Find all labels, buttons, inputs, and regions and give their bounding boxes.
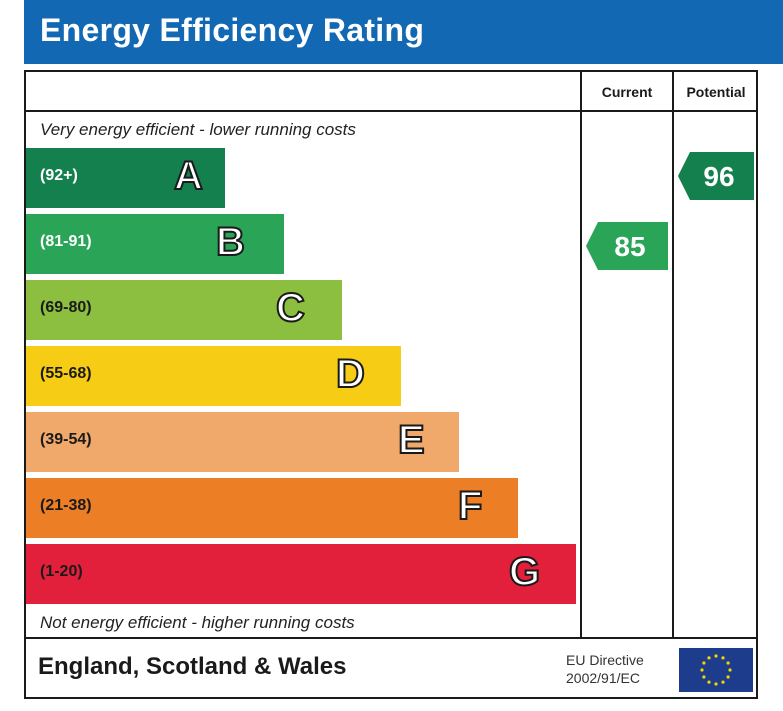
- band-range-label: (39-54): [40, 431, 92, 448]
- band-letter: G: [508, 549, 541, 595]
- current-column-header: Current: [601, 84, 653, 100]
- eu-star-icon: [726, 675, 730, 679]
- band-d: (55-68) D: [26, 346, 401, 406]
- eu-star-icon: [700, 668, 704, 672]
- eu-star-icon: [702, 661, 706, 665]
- eu-directive: EU Directive 2002/91/EC: [566, 651, 644, 687]
- potential-column-divider: [672, 70, 674, 639]
- band-e: (39-54) E: [26, 412, 459, 472]
- eu-star-icon: [702, 675, 706, 679]
- band-range-label: (55-68): [40, 365, 92, 382]
- band-range-label: (21-38): [40, 497, 92, 514]
- band-letter: C: [275, 285, 306, 331]
- band-letter: A: [173, 153, 204, 199]
- band-range-label: (1-20): [40, 563, 83, 580]
- title-bar: Energy Efficiency Rating: [24, 0, 783, 64]
- band-letter: F: [457, 483, 483, 529]
- potential-rating-arrow: 96: [678, 152, 754, 200]
- current-rating-value: 85: [614, 231, 646, 262]
- header-divider: [24, 110, 758, 112]
- current-rating-arrow-shape: [586, 222, 668, 270]
- chart-title: Energy Efficiency Rating: [40, 12, 425, 48]
- footer-divider: [24, 637, 758, 639]
- band-a: (92+) A: [26, 148, 225, 208]
- eu-star-icon: [714, 682, 718, 686]
- footer: [24, 639, 758, 699]
- band-range-label: (81-91): [40, 233, 92, 250]
- bottom-caption: Not energy efficient - higher running co…: [40, 613, 355, 632]
- eu-star-icon: [728, 668, 732, 672]
- eu-directive-line1: EU Directive: [566, 652, 644, 668]
- band-letter: D: [335, 351, 366, 397]
- band-f: (21-38) F: [26, 478, 518, 538]
- eu-star-icon: [714, 654, 718, 658]
- band-letter: E: [397, 417, 426, 463]
- top-caption: Very energy efficient - lower running co…: [40, 120, 356, 139]
- eu-stars-icon: [700, 654, 732, 686]
- eu-directive-line2: 2002/91/EC: [566, 670, 640, 686]
- eu-star-icon: [707, 656, 711, 660]
- current-column-divider: [580, 70, 582, 639]
- eu-star-icon: [726, 661, 730, 665]
- eu-star-icon: [721, 680, 725, 684]
- eu-star-icon: [707, 680, 711, 684]
- band-b: (81-91) B: [26, 214, 284, 274]
- eu-flag-icon: [679, 648, 753, 692]
- band-g: (1-20) G: [26, 544, 576, 604]
- footer-region: England, Scotland & Wales: [38, 653, 347, 680]
- band-range-label: (92+): [40, 167, 78, 184]
- potential-rating-value: 96: [703, 161, 735, 192]
- current-rating-arrow: 85: [586, 222, 668, 270]
- band-range-label: (69-80): [40, 299, 92, 316]
- rating-arrow-polygon: [586, 222, 668, 270]
- eu-star-icon: [721, 656, 725, 660]
- band-letter: B: [215, 219, 246, 265]
- potential-column-header: Potential: [686, 84, 746, 100]
- rating-arrow-polygon: [678, 152, 754, 200]
- potential-rating-arrow-shape: [678, 152, 754, 200]
- band-c: (69-80) C: [26, 280, 342, 340]
